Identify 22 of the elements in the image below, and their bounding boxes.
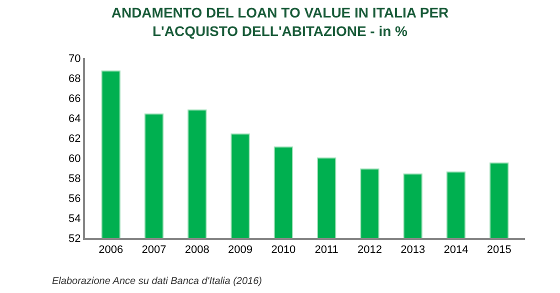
x-tick-label: 2013 [400, 244, 426, 256]
x-tick-label: 2012 [357, 244, 382, 256]
chart-title: ANDAMENTO DEL LOAN TO VALUE IN ITALIA PER L'ACQUISTO DELL'ABITAZIONE - in % [111, 4, 449, 39]
y-tick-label: 64 [68, 112, 81, 125]
x-tick-label: 2015 [486, 244, 512, 256]
x-tick-label: 2010 [271, 244, 296, 256]
y-tick-label: 60 [68, 152, 81, 165]
y-tick-label: 66 [68, 92, 81, 105]
y-tick-label: 54 [68, 212, 81, 225]
text: Elaborazione Ance su dati Banca d'Italia (2016) [52, 276, 262, 287]
x-tick-label: 2011 [314, 244, 338, 256]
y-tick-label: 70 [68, 52, 81, 65]
x-tick-label: 2009 [228, 244, 253, 256]
y-tick-label: 56 [68, 192, 81, 205]
x-tick-label: 2008 [184, 244, 210, 256]
x-tick-label: 2007 [142, 244, 166, 256]
x-tick-label: 2014 [444, 244, 468, 256]
y-tick-label: 58 [68, 172, 81, 185]
y-tick-label: 68 [68, 72, 81, 85]
y-tick-label: 52 [68, 232, 81, 245]
y-tick-label: 62 [68, 132, 81, 145]
x-tick-label: 2006 [98, 244, 124, 256]
